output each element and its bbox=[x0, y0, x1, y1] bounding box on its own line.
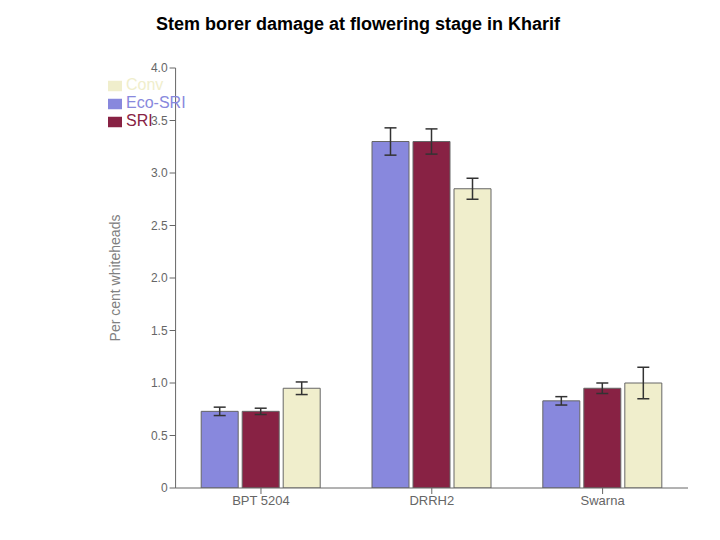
svg-text:2.5: 2.5 bbox=[151, 219, 168, 233]
svg-text:1.0: 1.0 bbox=[151, 376, 168, 390]
html-text:Stem borer damage at flowering: Stem borer damage at flowering stage in … bbox=[156, 14, 560, 34]
svg-text:DRRH2: DRRH2 bbox=[409, 493, 454, 508]
html-text:SRI: SRI bbox=[126, 112, 153, 129]
html-text:Eco-SRI: Eco-SRI bbox=[126, 94, 186, 111]
svg-text:Per cent whiteheads: Per cent whiteheads bbox=[107, 215, 123, 342]
svg-text:3.0: 3.0 bbox=[151, 166, 168, 180]
svg-text:3.5: 3.5 bbox=[151, 114, 168, 128]
svg-text:Swarna: Swarna bbox=[581, 493, 626, 508]
svg-text:4.0: 4.0 bbox=[151, 61, 168, 75]
svg-text:BPT 5204: BPT 5204 bbox=[232, 493, 290, 508]
svg-text:2.0: 2.0 bbox=[151, 271, 168, 285]
html-text:Conv: Conv bbox=[126, 76, 164, 93]
svg-text:0.5: 0.5 bbox=[151, 429, 168, 443]
svg-text:0: 0 bbox=[161, 481, 168, 495]
svg-text:1.5: 1.5 bbox=[151, 324, 168, 338]
